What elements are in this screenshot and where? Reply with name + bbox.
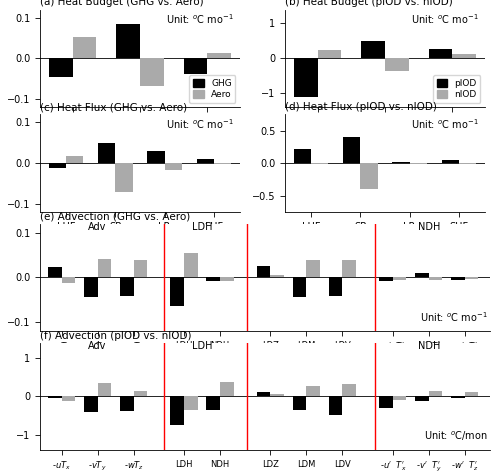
Bar (170, 396, 184, 425)
Bar (429, 277, 442, 279)
Bar (312, 163, 328, 164)
Bar (342, 260, 356, 277)
Bar (98, 383, 112, 396)
Bar (196, 159, 214, 163)
Bar (256, 266, 270, 277)
Bar (270, 275, 284, 277)
Bar (294, 58, 318, 97)
Bar (184, 58, 208, 74)
Bar (134, 260, 147, 277)
Bar (120, 396, 134, 411)
Bar (465, 392, 478, 396)
Bar (429, 49, 452, 58)
Text: (e) Advection (GHG vs. Aero): (e) Advection (GHG vs. Aero) (40, 211, 190, 221)
Text: (d) Heat Flux (pIOD vs. nIOD): (d) Heat Flux (pIOD vs. nIOD) (285, 102, 437, 112)
Bar (451, 277, 465, 279)
Bar (328, 277, 342, 296)
Bar (140, 58, 164, 86)
Text: Unit: $^{o}$C mo$^{-1}$: Unit: $^{o}$C mo$^{-1}$ (412, 117, 479, 131)
Bar (184, 253, 198, 277)
Bar (465, 277, 478, 278)
Text: (b) Heat Budget (pIOD vs. nIOD): (b) Heat Budget (pIOD vs. nIOD) (285, 0, 453, 7)
Bar (410, 163, 427, 164)
Bar (270, 394, 284, 396)
Text: NDH: NDH (418, 222, 440, 232)
Text: Adv: Adv (88, 341, 107, 351)
Bar (170, 277, 184, 306)
Bar (292, 277, 306, 298)
Bar (116, 163, 132, 192)
Bar (360, 163, 378, 189)
Text: Unit: $^{o}$C mo$^{-1}$: Unit: $^{o}$C mo$^{-1}$ (166, 117, 234, 131)
Bar (66, 156, 84, 163)
Bar (429, 391, 442, 396)
Text: Unit: $^{o}$C/mon: Unit: $^{o}$C/mon (424, 430, 488, 444)
Text: NDH: NDH (418, 341, 440, 351)
Bar (220, 277, 234, 281)
Bar (62, 396, 76, 401)
Bar (392, 162, 409, 163)
Bar (292, 396, 306, 410)
Bar (379, 277, 393, 281)
Text: LDH: LDH (192, 222, 212, 232)
Text: Unit: $^{o}$C mo$^{-1}$: Unit: $^{o}$C mo$^{-1}$ (420, 311, 488, 325)
Text: Unit: $^{o}$C mo$^{-1}$: Unit: $^{o}$C mo$^{-1}$ (166, 12, 234, 26)
Bar (458, 163, 476, 164)
Bar (362, 41, 385, 58)
Bar (62, 277, 76, 283)
Bar (48, 268, 62, 277)
Bar (148, 151, 164, 163)
Bar (208, 53, 231, 58)
Bar (49, 163, 66, 169)
Bar (393, 277, 406, 279)
Bar (84, 396, 98, 412)
Bar (318, 50, 341, 58)
Bar (116, 24, 140, 58)
Text: Adv: Adv (88, 222, 107, 232)
Bar (306, 386, 320, 396)
Bar (442, 160, 458, 163)
Bar (393, 396, 406, 400)
Bar (49, 58, 72, 78)
Bar (256, 392, 270, 396)
Text: (a) Heat Budget (GHG vs. Aero): (a) Heat Budget (GHG vs. Aero) (40, 0, 203, 7)
Bar (415, 273, 429, 277)
Bar (48, 396, 62, 398)
Bar (451, 396, 465, 398)
Text: (c) Heat Flux (GHG vs. Aero): (c) Heat Flux (GHG vs. Aero) (40, 102, 187, 112)
Bar (184, 396, 198, 410)
Bar (120, 277, 134, 296)
Text: (f) Advection (pIOD vs. nIOD): (f) Advection (pIOD vs. nIOD) (40, 330, 192, 340)
Bar (379, 396, 393, 408)
Bar (84, 277, 98, 298)
Bar (206, 396, 220, 410)
Bar (415, 396, 429, 401)
Bar (328, 396, 342, 416)
Legend: pIOD, nIOD: pIOD, nIOD (433, 75, 480, 103)
Bar (452, 54, 476, 58)
Legend: GHG, Aero: GHG, Aero (190, 75, 236, 103)
Text: Unit: $^{o}$C mo$^{-1}$: Unit: $^{o}$C mo$^{-1}$ (412, 12, 479, 26)
Text: LDH: LDH (192, 341, 212, 351)
Bar (342, 384, 356, 396)
Bar (134, 390, 147, 396)
Bar (98, 143, 116, 163)
Bar (164, 163, 182, 170)
Bar (98, 258, 112, 277)
Bar (306, 260, 320, 277)
Bar (294, 149, 312, 163)
Bar (72, 37, 96, 58)
Bar (343, 137, 360, 163)
Bar (214, 163, 231, 164)
Bar (220, 382, 234, 396)
Bar (385, 58, 408, 70)
Bar (206, 277, 220, 281)
